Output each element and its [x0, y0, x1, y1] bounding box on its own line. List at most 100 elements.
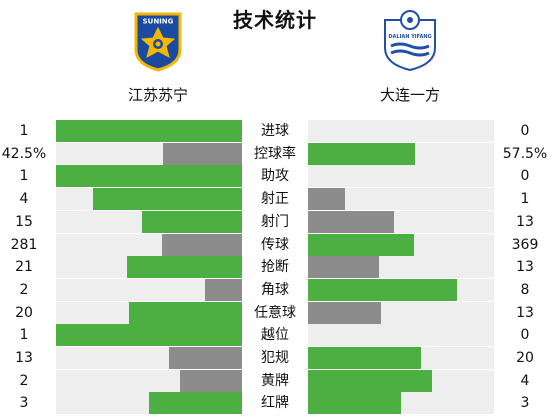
stat-row: 13 犯规 20	[0, 347, 550, 369]
away-stat-bar-track	[308, 142, 494, 165]
away-stat-bar	[308, 301, 382, 324]
home-stat-bar	[162, 142, 242, 165]
away-stat-value: 0	[520, 123, 530, 139]
away-stat-bar	[308, 347, 421, 369]
away-stat-value: 20	[516, 350, 534, 366]
home-team-logo-icon: SUNING	[132, 10, 184, 72]
home-stat-bar-track	[56, 301, 242, 324]
away-stat-value: 13	[516, 304, 534, 321]
away-stat-bar-track	[308, 347, 494, 369]
away-stat-value: 4	[520, 372, 530, 389]
stat-label: 任意球	[254, 304, 296, 321]
away-stat-bar-track	[308, 165, 494, 188]
away-stat-bar	[308, 210, 395, 233]
away-stat-value: 13	[516, 213, 534, 230]
away-stat-bar	[308, 233, 414, 256]
stat-label: 射门	[261, 213, 289, 230]
stat-row: 1 越位 0	[0, 324, 550, 347]
away-stat-bar-track	[308, 369, 494, 392]
stat-label: 射正	[261, 191, 289, 208]
home-stat-value: 3	[19, 395, 29, 412]
home-stat-value: 21	[15, 259, 33, 276]
stat-label: 黄牌	[261, 372, 289, 389]
away-stat-bar-track	[308, 233, 494, 256]
stat-row: 21 抢断 13	[0, 256, 550, 279]
away-team-logo-icon: DALIAN YIFANG	[375, 8, 445, 72]
home-stat-bar-track	[56, 165, 242, 188]
stat-row: 2 黄牌 4	[0, 369, 550, 392]
stat-label: 越位	[261, 327, 289, 344]
home-stat-bar-track	[56, 188, 242, 211]
away-stat-value: 1	[520, 191, 530, 208]
stat-row: 15 射门 13	[0, 210, 550, 233]
away-stat-bar-track	[308, 210, 494, 233]
away-stat-value: 57.5%	[502, 145, 548, 162]
home-stat-bar	[180, 369, 242, 392]
home-stat-bar	[129, 301, 242, 324]
away-team-name: 大连一方	[379, 86, 440, 104]
stat-row: 42.5% 控球率 57.5%	[0, 142, 550, 165]
home-stat-value: 4	[19, 191, 29, 208]
away-stat-bar-track	[308, 120, 494, 142]
stat-label: 抢断	[261, 259, 289, 276]
home-stat-value: 2	[19, 281, 29, 298]
away-stat-bar-track	[308, 392, 494, 415]
away-stat-bar	[308, 188, 346, 211]
stat-label: 传球	[261, 236, 289, 253]
away-stat-value: 13	[516, 259, 534, 276]
home-stat-bar-track	[56, 210, 242, 233]
away-stat-bar	[308, 142, 415, 165]
home-stat-value: 20	[15, 304, 33, 321]
home-logo-text: SUNING	[143, 18, 174, 26]
away-stat-bar-track	[308, 278, 494, 301]
away-stat-bar-track	[308, 324, 494, 347]
home-stat-bar	[93, 188, 242, 211]
away-stat-value: 0	[520, 327, 530, 344]
away-stat-bar	[308, 256, 380, 279]
stat-row: 2 角球 8	[0, 278, 550, 301]
away-stat-bar-track	[308, 188, 494, 211]
home-stat-bar-track	[56, 324, 242, 347]
away-stat-value: 8	[520, 281, 530, 298]
away-stat-value: 3	[520, 395, 530, 412]
home-stat-value: 1	[19, 168, 29, 185]
home-stat-bar-track	[56, 278, 242, 301]
home-stat-value: 1	[19, 123, 29, 139]
home-stat-value: 13	[15, 350, 33, 366]
home-stat-value: 1	[19, 327, 29, 344]
stat-label: 红牌	[261, 395, 289, 412]
home-stat-bar-track	[56, 233, 242, 256]
away-stat-bar	[308, 392, 401, 415]
away-stat-bar	[308, 369, 433, 392]
stat-row: 4 射正 1	[0, 188, 550, 211]
home-stat-bar-track	[56, 120, 242, 142]
home-stat-value: 281	[10, 236, 38, 253]
away-stat-bar-track	[308, 256, 494, 279]
stat-row: 1 助攻 0	[0, 165, 550, 188]
home-stat-value: 42.5%	[1, 145, 47, 162]
stat-label: 控球率	[254, 145, 296, 162]
stat-row: 281 传球 369	[0, 233, 550, 256]
home-stat-bar	[168, 347, 242, 369]
away-stat-bar-track	[308, 301, 494, 324]
stat-row: 1 进球 0	[0, 120, 550, 142]
home-stat-bar-track	[56, 256, 242, 279]
stat-label: 犯规	[261, 350, 289, 366]
home-stat-bar	[161, 233, 242, 256]
stat-label: 进球	[261, 123, 289, 139]
home-stat-bar	[142, 210, 242, 233]
home-team-name: 江苏苏宁	[127, 86, 188, 104]
home-stat-bar	[56, 120, 242, 142]
home-stat-bar	[127, 256, 242, 279]
home-stat-bar-track	[56, 392, 242, 415]
home-stat-bar	[204, 278, 242, 301]
away-stat-value: 369	[511, 236, 539, 253]
stat-row: 3 红牌 3	[0, 392, 550, 415]
home-stat-bar	[56, 165, 242, 188]
page-title: 技术统计	[233, 8, 317, 32]
home-stat-bar-track	[56, 142, 242, 165]
away-stat-bar	[308, 278, 457, 301]
home-stat-value: 2	[19, 372, 29, 389]
home-stat-bar	[149, 392, 242, 415]
stat-label: 助攻	[261, 168, 289, 185]
